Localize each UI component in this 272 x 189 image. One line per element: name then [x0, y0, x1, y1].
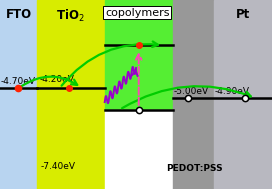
- Text: PEDOT:PSS: PEDOT:PSS: [166, 164, 223, 173]
- Text: -4.20eV: -4.20eV: [39, 75, 74, 84]
- Bar: [0, 0, 37, 189]
- Text: FTO: FTO: [5, 8, 32, 21]
- Text: -7.40eV: -7.40eV: [40, 162, 75, 171]
- Bar: [105, 110, 173, 189]
- Text: Pt: Pt: [236, 8, 251, 21]
- Text: copolymers: copolymers: [105, 8, 170, 18]
- Text: -4.90eV: -4.90eV: [215, 87, 250, 96]
- Text: TiO$_2$: TiO$_2$: [56, 8, 85, 24]
- Bar: [173, 0, 214, 189]
- Text: -5.00eV: -5.00eV: [174, 87, 209, 96]
- Bar: [105, 0, 173, 110]
- Bar: [214, 0, 272, 189]
- Bar: [37, 0, 105, 189]
- Text: -4.70eV: -4.70eV: [1, 77, 36, 86]
